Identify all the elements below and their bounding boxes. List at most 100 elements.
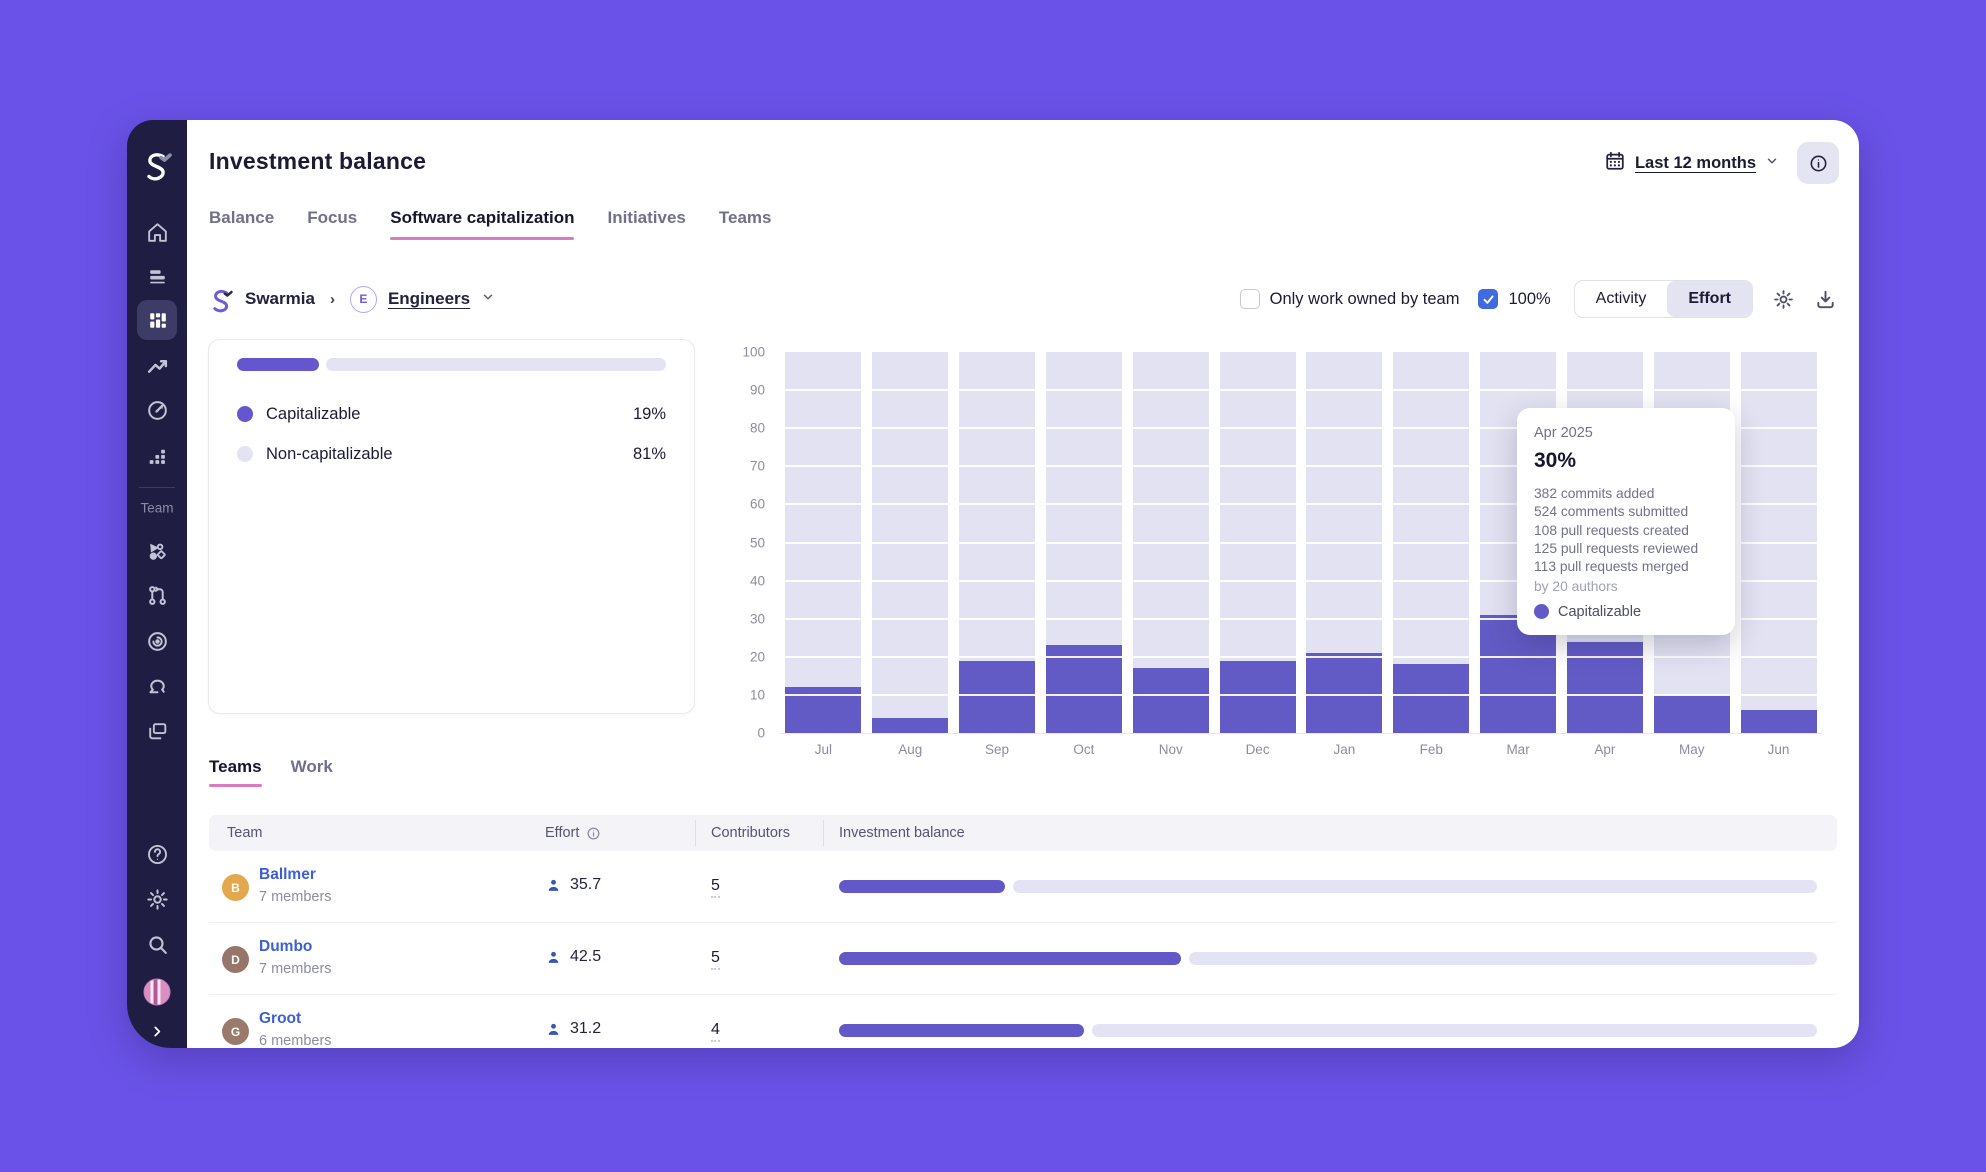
tab-initiatives[interactable]: Initiatives [607,208,686,227]
app-shell: Team Investment balance [127,120,1859,1048]
balance-rest [1091,1024,1817,1037]
target-icon[interactable] [137,390,177,430]
team-members: 6 members [259,1033,332,1048]
workspace-avatar[interactable] [143,978,171,1006]
x-tick-label: Jun [1767,742,1790,757]
tooltip-stats: 382 commits added 524 comments submitted 1… [1534,485,1718,577]
x-tick-label: Sep [985,742,1010,757]
date-range-picker[interactable]: Last 12 months [1604,150,1779,177]
gridline [780,579,1822,582]
tab-teams[interactable]: Teams [718,208,772,227]
gridline [780,541,1822,544]
team-shapes-icon[interactable] [137,531,177,571]
breadcrumb-separator-icon: › [329,290,335,308]
toggle-effort[interactable]: Effort [1667,281,1752,317]
boards-icon[interactable] [137,711,177,751]
bar-stats-icon[interactable] [137,436,177,476]
non-capitalizable-value: 81% [632,444,666,463]
breadcrumb-org[interactable]: Swarmia [245,289,315,308]
chevron-down-icon [1765,154,1779,173]
tooltip-stat-line: 113 pull requests merged [1534,559,1689,575]
capitalizable-value: 19% [632,404,666,423]
column-contributors: Contributors [711,825,790,841]
settings-icon[interactable] [137,879,177,919]
download-icon[interactable] [1814,288,1837,311]
column-investment-balance: Investment balance [839,825,965,841]
tab-software-capitalization[interactable]: Software capitalization [390,208,575,240]
team-avatar: B [222,874,249,901]
calendar-icon [1604,150,1626,177]
team-effort: 31.2 [545,1020,601,1038]
collapse-sidebar-icon[interactable] [150,1025,164,1044]
trend-icon[interactable] [137,346,177,386]
tab-work-table[interactable]: Work [290,757,333,776]
checkbox-unchecked-icon [1239,289,1260,309]
help-icon[interactable] [137,834,177,874]
activity-effort-toggle: Activity Effort [1573,280,1753,318]
teams-section-tabs: Teams Work [209,757,333,787]
team-chevron-down-icon[interactable] [481,290,495,309]
capitalization-summary-card: Capitalizable 19% Non-capitalizable 81% [208,339,695,714]
team-balance-bar [839,1024,1817,1037]
owned-by-team-checkbox[interactable]: Only work owned by team [1239,289,1459,309]
team-balance-bar [839,952,1817,965]
tab-focus[interactable]: Focus [307,208,358,227]
tab-teams-table[interactable]: Teams [209,757,262,787]
table-row-dumbo: D Dumbo 7 members 42.5 5 [209,923,1837,995]
x-tick-label: Nov [1158,742,1183,757]
goal-icon[interactable] [137,621,177,661]
y-tick-label: 60 [749,496,765,512]
person-icon [548,879,559,891]
team-contributors[interactable]: 4 [711,1021,720,1042]
pull-request-icon[interactable] [137,575,177,615]
tooltip-stat-line: 125 pull requests reviewed [1534,541,1699,557]
y-tick-label: 20 [749,649,765,665]
page-title: Investment balance [209,148,427,174]
chart-settings-icon[interactable] [1772,288,1795,311]
team-contributors[interactable]: 5 [711,949,720,970]
team-contributors[interactable]: 5 [711,877,720,898]
gridline [780,465,1822,468]
y-tick-label: 80 [749,420,765,436]
team-effort: 35.7 [545,876,601,894]
tab-balance[interactable]: Balance [209,208,275,227]
page-info-button[interactable] [1797,142,1839,184]
retro-loop-icon[interactable] [137,665,177,705]
x-tick-label: Jan [1333,742,1356,757]
capitalization-progress-bar [237,358,666,371]
team-name-link[interactable]: Ballmer [259,866,316,883]
kanban-icon[interactable] [137,300,177,340]
tooltip-byline: by 20 authors [1534,578,1618,594]
gridline [780,427,1822,430]
hundred-percent-checkbox[interactable]: 100% [1478,289,1551,309]
chart-controls: Only work owned by team 100% Activity Ef… [1239,278,1837,320]
gridline [780,389,1822,392]
sidebar: Team [127,120,187,1048]
capitalizable-bar [1132,668,1209,733]
progress-rest [325,358,666,371]
home-icon[interactable] [137,212,177,252]
main-card: Investment balance Last 12 months Balanc… [187,120,1859,1048]
team-name-link[interactable]: Dumbo [259,938,313,955]
chart-tooltip: Apr 2025 30% 382 commits added 524 commen… [1517,408,1735,635]
y-tick-label: 10 [749,687,765,703]
toggle-activity[interactable]: Activity [1595,290,1647,307]
progress-fill [237,358,319,371]
person-icon [548,951,559,963]
balance-fill [839,1024,1084,1037]
tooltip-month: Apr 2025 [1534,425,1593,441]
capitalizable-dot-icon [237,406,253,422]
tooltip-value: 30% [1534,449,1577,472]
table-header: Team Effort Contributors Investment bala… [209,815,1837,851]
capitalizable-bar [959,660,1036,733]
x-tick-label: Dec [1245,742,1270,757]
sidebar-team-label: Team [140,500,174,516]
y-tick-label: 100 [742,344,765,360]
date-range-label: Last 12 months [1634,153,1756,172]
team-name-link[interactable]: Groot [259,1010,302,1027]
search-icon[interactable] [137,924,177,964]
worklog-icon[interactable] [137,255,177,295]
breadcrumb-team-selector[interactable]: Engineers [387,289,471,308]
effort-info-icon[interactable] [586,826,601,841]
chart-baseline [780,733,1822,734]
